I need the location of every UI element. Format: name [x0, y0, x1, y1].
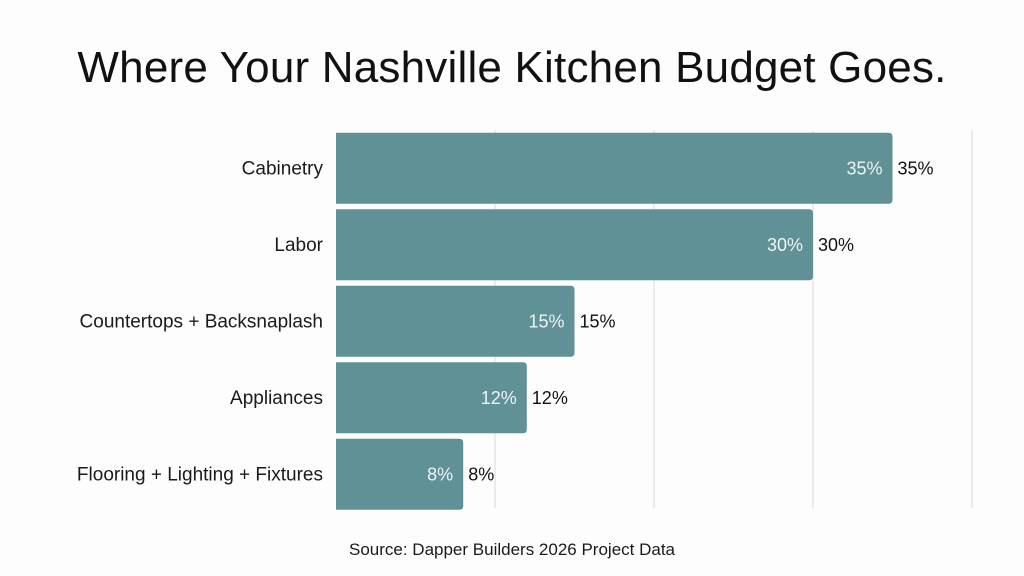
bar	[336, 209, 813, 281]
data-label-inside: 35%	[846, 158, 882, 178]
category-label: Countertops + Backsnaplash	[80, 311, 323, 332]
bar	[336, 438, 464, 510]
data-label-inside: 15%	[528, 311, 564, 331]
data-label-inside: 30%	[767, 235, 803, 255]
category-label: Flooring + Lighting + Fixtures	[77, 464, 323, 485]
category-label: Cabinetry	[242, 158, 324, 179]
data-label-inside: 12%	[481, 388, 517, 408]
data-label-outside: 35%	[898, 158, 934, 178]
source-note: Source: Dapper Builders 2026 Project Dat…	[348, 540, 675, 559]
bar	[336, 362, 527, 434]
chart-title: Where Your Nashville Kitchen Budget Goes…	[77, 43, 947, 92]
data-label-inside: 8%	[427, 464, 453, 484]
labels: Cabinetry 35% 35% Labor 30% 30% Countertops + …	[77, 158, 934, 485]
data-label-outside: 15%	[580, 311, 616, 331]
category-label: Appliances	[230, 388, 323, 409]
data-label-outside: 12%	[532, 388, 568, 408]
category-label: Labor	[274, 235, 323, 256]
bars	[336, 132, 893, 510]
data-label-outside: 8%	[468, 464, 494, 484]
bar	[336, 132, 893, 204]
data-label-outside: 30%	[818, 235, 854, 255]
bar	[336, 285, 575, 357]
